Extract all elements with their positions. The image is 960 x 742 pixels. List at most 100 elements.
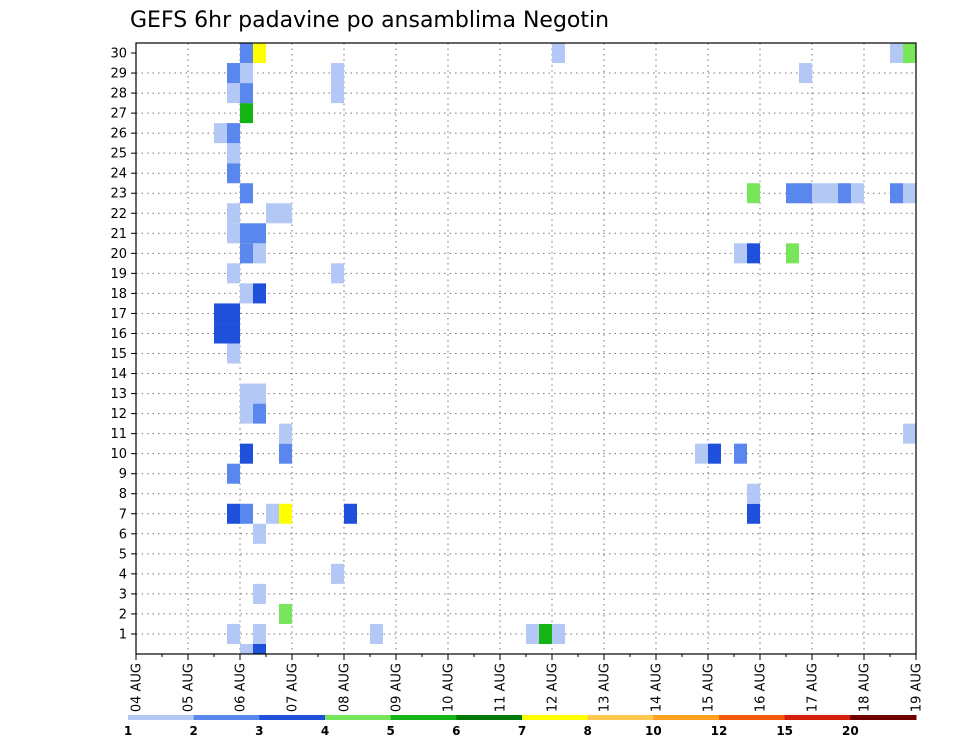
precip-cell (253, 643, 266, 654)
x-tick-label: 05 AUG (182, 663, 197, 712)
y-tick-label: 23 (110, 187, 127, 202)
precip-cell (747, 503, 760, 524)
legend-swatch (522, 715, 589, 720)
y-tick-label: 22 (110, 207, 127, 222)
precip-cell (214, 123, 227, 144)
legend-label: 20 (842, 724, 859, 738)
precip-cell (240, 63, 253, 84)
y-tick-label: 7 (119, 507, 127, 522)
y-tick-label: 14 (110, 367, 127, 382)
y-tick-label: 11 (110, 427, 127, 442)
precip-cell (526, 623, 539, 644)
precip-cell (266, 503, 279, 524)
x-axis-tick-labels: 04 AUG 05 AUG 06 AUG 07 AUG 08 AUG 09 AUG 10 A… (130, 663, 925, 712)
legend-swatch (587, 715, 654, 720)
x-tick-label: 18 AUG (858, 663, 873, 712)
precip-cell (214, 323, 227, 344)
x-tick-label: 09 AUG (390, 663, 405, 712)
precip-cell (240, 103, 253, 124)
precip-cell (253, 583, 266, 604)
precip-cell (552, 623, 565, 644)
x-tick-label: 10 AUG (442, 663, 457, 712)
precip-cell (851, 183, 864, 204)
precip-cell (227, 323, 240, 344)
precip-cell (240, 503, 253, 524)
chart-title: GEFS 6hr padavine po ansamblima Negotin (130, 8, 609, 33)
plot-frame (135, 42, 917, 655)
color-legend: 1 2 3 4 5 6 7 8 10 12 15 20 (124, 715, 917, 738)
precip-cell (240, 443, 253, 464)
precip-cell (812, 183, 825, 204)
precip-cell (747, 243, 760, 264)
y-tick-label: 20 (110, 247, 127, 262)
precip-cell (344, 503, 357, 524)
x-tick-label: 17 AUG (806, 663, 821, 712)
x-tick-label: 04 AUG (130, 663, 145, 712)
y-tick-label: 26 (110, 127, 127, 142)
legend-label: 2 (189, 724, 197, 738)
precip-cell (253, 283, 266, 304)
y-tick-label: 13 (110, 387, 127, 402)
legend-label: 8 (583, 724, 591, 738)
precip-cell (253, 43, 266, 64)
precip-cell (370, 623, 383, 644)
precip-cell (227, 123, 240, 144)
precip-cell (227, 223, 240, 244)
legend-label: 10 (645, 724, 662, 738)
precip-cell (799, 183, 812, 204)
precip-cell (253, 403, 266, 424)
precip-cell (279, 503, 292, 524)
legend-label: 7 (518, 724, 526, 738)
precip-cell (734, 243, 747, 264)
y-tick-label: 16 (110, 327, 127, 342)
precip-cell (890, 183, 903, 204)
precip-cell (240, 83, 253, 104)
y-tick-label: 4 (119, 567, 127, 582)
legend-swatch (128, 715, 195, 720)
precip-cell (279, 603, 292, 624)
precipitation-cells (214, 43, 916, 654)
precip-cell (240, 283, 253, 304)
precip-cell (331, 263, 344, 284)
legend-swatch (325, 715, 392, 720)
y-tick-label: 6 (119, 527, 127, 542)
precip-cell (227, 163, 240, 184)
precip-cell (825, 183, 838, 204)
axis-ticks (131, 52, 917, 660)
x-tick-label: 13 AUG (598, 663, 613, 712)
precip-cell (253, 243, 266, 264)
x-tick-label: 16 AUG (754, 663, 769, 712)
precip-cell (227, 263, 240, 284)
precip-cell (734, 443, 747, 464)
legend-swatch (653, 715, 720, 720)
precip-cell (747, 483, 760, 504)
y-tick-label: 15 (110, 347, 127, 362)
precip-cell (240, 183, 253, 204)
x-tick-label: 12 AUG (546, 663, 561, 712)
precip-cell (240, 43, 253, 64)
precip-cell (240, 403, 253, 424)
precip-cell (786, 183, 799, 204)
precip-cell (227, 503, 240, 524)
precip-cell (331, 63, 344, 84)
legend-label: 6 (452, 724, 460, 738)
y-tick-label: 29 (110, 67, 127, 82)
legend-swatch (784, 715, 851, 720)
precip-cell (253, 383, 266, 404)
precip-cell (240, 643, 253, 654)
precip-cell (227, 63, 240, 84)
precip-cell (279, 423, 292, 444)
precip-cell (253, 223, 266, 244)
legend-swatch (719, 715, 786, 720)
y-tick-label: 3 (119, 587, 127, 602)
precip-cell (227, 463, 240, 484)
legend-swatch (456, 715, 523, 720)
precip-cell (240, 223, 253, 244)
y-tick-label: 24 (110, 167, 127, 182)
y-tick-label: 18 (110, 287, 127, 302)
legend-label: 12 (711, 724, 728, 738)
legend-label: 15 (776, 724, 793, 738)
x-tick-label: 11 AUG (494, 663, 509, 712)
y-tick-label: 8 (119, 487, 127, 502)
